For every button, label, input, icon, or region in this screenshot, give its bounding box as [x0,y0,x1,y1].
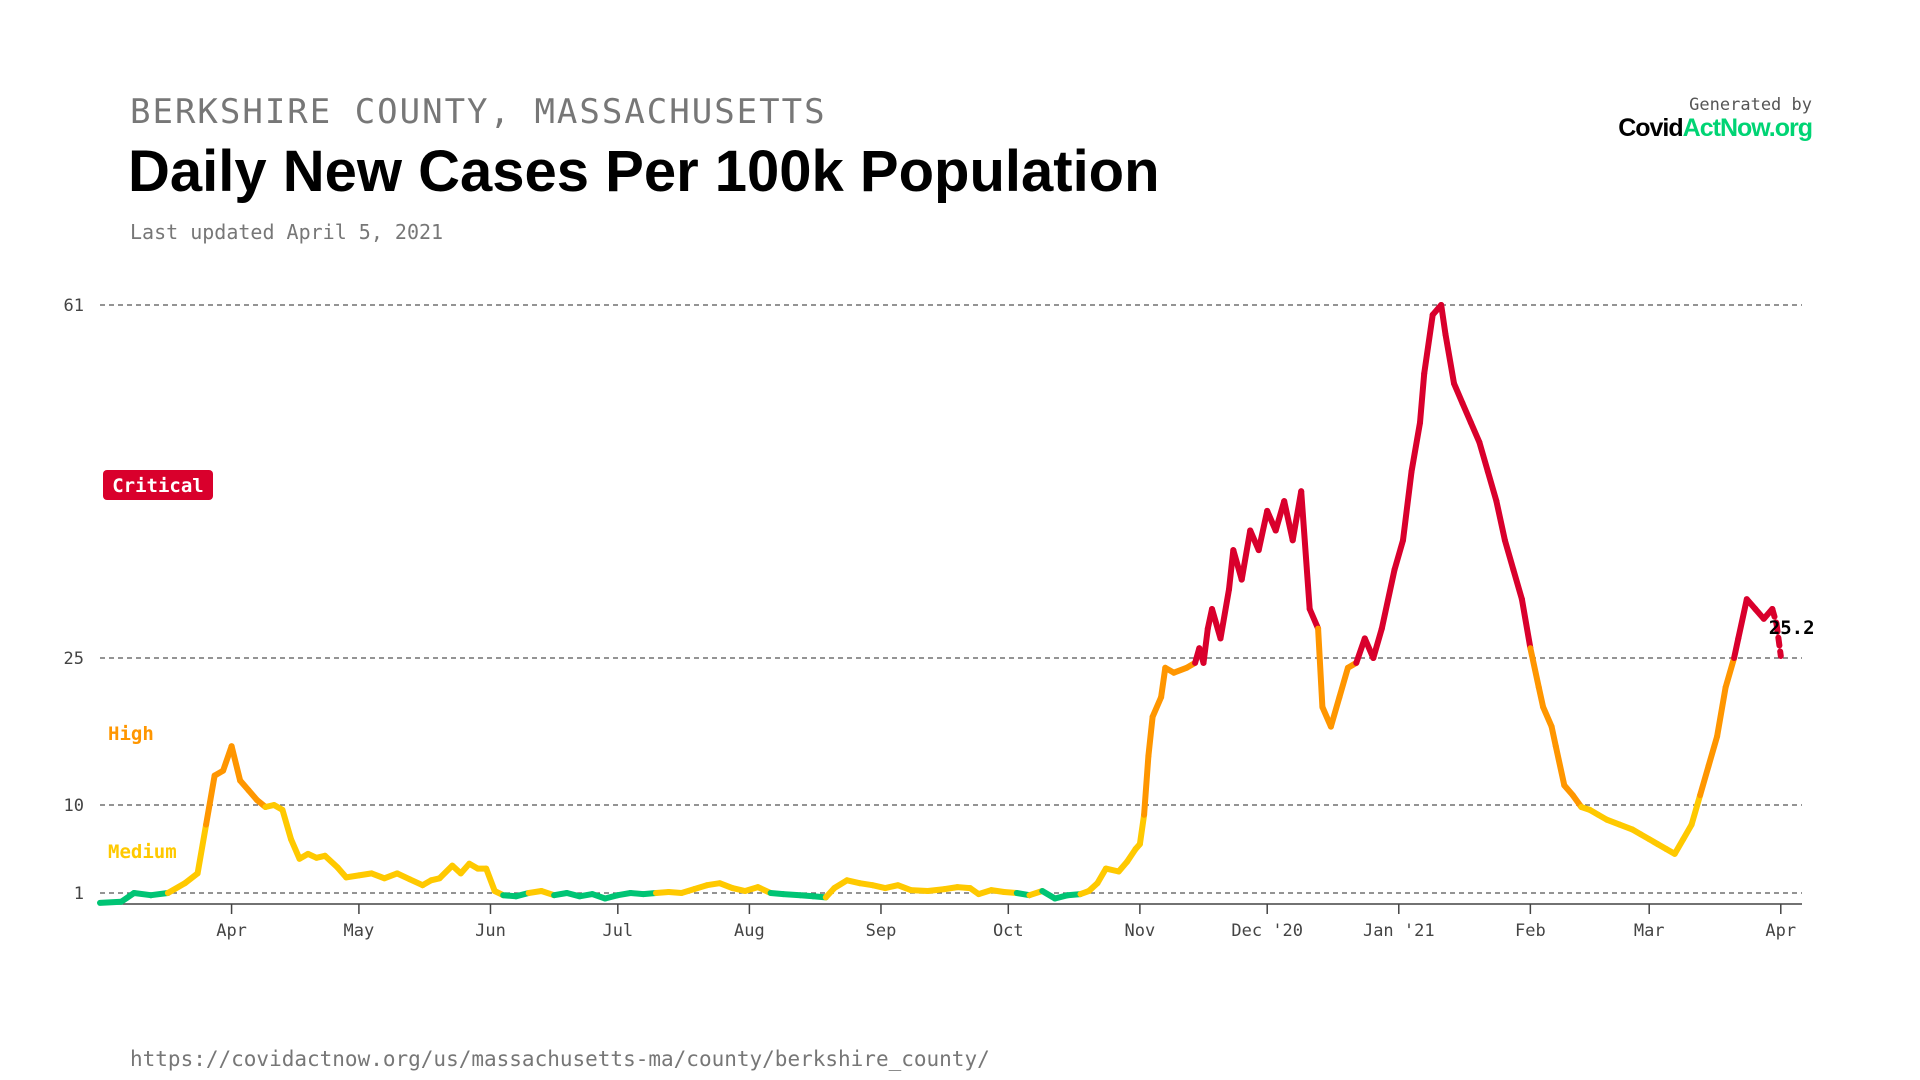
series-segment [1735,596,1750,642]
series-segment [483,865,498,894]
x-tick-label: Feb [1515,921,1546,941]
x-tick-label: Sep [866,921,897,941]
series-segment [228,743,244,784]
series-segment [1510,566,1525,603]
grid-lines: 1 10 25 61 [64,296,1802,904]
series-segment [1476,439,1491,475]
x-axis: Apr May Jun Jul Aug Sep Oct Nov Dec '20 Jan '21 Fe… [100,903,1802,941]
region-title: BERKSHIRE COUNTY, MASSACHUSETTS [130,92,827,132]
series-segment [203,772,218,828]
series-segment [1217,586,1232,642]
y-tick-label: 61 [64,296,84,316]
series-segment [1400,468,1415,544]
series-segment [1773,620,1784,659]
series-segment [1501,537,1517,573]
series-segment [1459,400,1474,426]
brand-name-part1: Covid [1618,114,1683,142]
last-updated: Last updated April 5, 2021 [130,220,444,244]
x-tick-label: May [344,921,375,941]
series-segment [97,898,125,906]
x-tick-label: Jul [602,921,633,941]
series-segment [1705,733,1721,769]
y-tick-label: 10 [64,796,84,816]
generated-by-label: Generated by [1689,95,1812,115]
series-segment [1442,331,1457,387]
brand-logo[interactable]: CovidActNow.org [1618,114,1813,143]
series-segment [1298,488,1313,612]
series-segment [288,836,303,862]
series-segment [1438,302,1449,338]
series-segment [1315,625,1326,710]
series-segment [1697,762,1712,799]
x-tick-label: Apr [216,921,247,941]
series-segment [279,806,294,843]
x-tick-label: Mar [1634,921,1665,941]
series-segment [1714,684,1729,740]
annotations: 25.2 [1769,617,1815,639]
series-segment [1421,311,1436,377]
series-segment [1688,792,1704,828]
medium-label: Medium [108,841,177,863]
series-segment [1417,370,1428,426]
series-segment [194,821,210,877]
latest-value-label: 25.2 [1769,617,1815,639]
series-segment [1527,645,1542,691]
series-segment [1238,527,1254,583]
series-segment [1408,419,1423,475]
series-segment [1484,468,1500,505]
series-segment [1158,664,1169,701]
series-segment [1149,694,1165,720]
series-segment [1540,704,1555,730]
series-segment [164,880,188,896]
series-segment [1255,507,1271,554]
x-tick-label: Nov [1125,921,1156,941]
level-labels: Critical High Medium [103,470,213,863]
series-segment [1306,606,1322,632]
series-segment [1467,419,1483,446]
series-line [97,302,1784,906]
series-segment [1391,537,1406,573]
series-segment [1336,664,1351,701]
page-title: Daily New Cases Per 100k Population [128,139,1160,204]
series-segment [1535,684,1547,710]
series-segment [1722,655,1738,691]
series-segment [1370,625,1385,661]
critical-badge [103,470,213,500]
series-segment [1200,625,1211,666]
x-tick-label: Oct [993,921,1024,941]
series-segment [1548,723,1559,750]
series-segment [1136,811,1148,848]
high-label: High [108,723,154,745]
series-segment [1378,566,1398,632]
x-tick-label: Apr [1765,921,1796,941]
source-url[interactable]: https://covidactnow.org/us/massachusetts… [130,1047,990,1071]
x-tick-label: Jan '21 [1363,921,1435,941]
series-segment [1145,713,1156,759]
y-tick-label: 1 [74,884,84,904]
x-tick-label: Aug [734,921,765,941]
series-segment [1493,498,1508,544]
y-tick-label: 25 [64,649,84,669]
series-segment [1451,380,1466,407]
brand-name-part2: ActNow.org [1682,114,1813,142]
series-segment [1141,753,1152,818]
series-segment [1327,694,1343,730]
series-segment [1552,743,1568,789]
series-segment [1518,596,1534,652]
x-tick-label: Jun [475,921,506,941]
critical-label: Critical [112,475,204,497]
x-tick-label: Dec '20 [1231,921,1303,941]
series-segment [1731,635,1742,661]
